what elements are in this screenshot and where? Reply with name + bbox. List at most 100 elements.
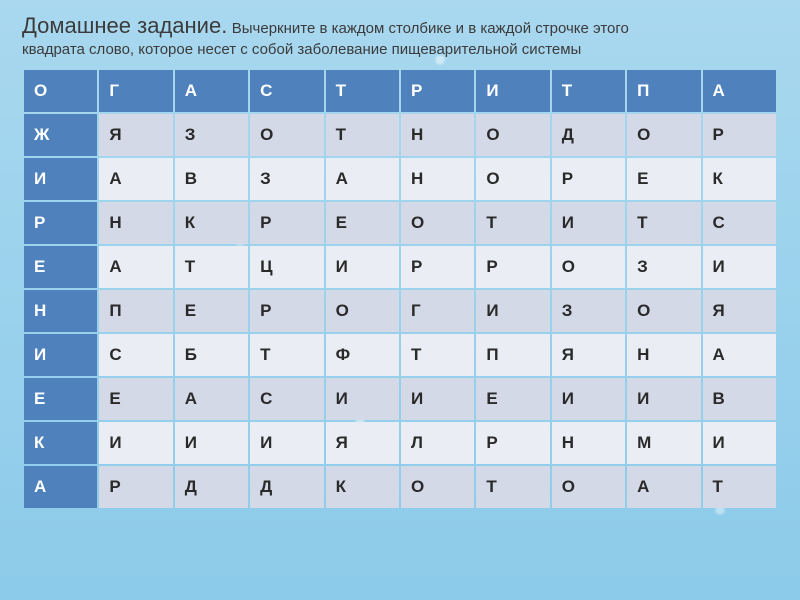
grid-cell: Е (99, 378, 172, 420)
grid-cell: Р (24, 202, 97, 244)
grid-cell: Р (250, 290, 323, 332)
grid-cell: С (99, 334, 172, 376)
grid-cell: Т (476, 466, 549, 508)
grid-cell: И (250, 422, 323, 464)
grid-cell: З (627, 246, 700, 288)
grid-body: ОГАСТРИТПАЖЯЗОТНОДОРИАВЗАНОРЕКРНКРЕОТИТС… (24, 70, 776, 508)
grid-cell: Г (99, 70, 172, 112)
title-main: Домашнее задание. (22, 13, 227, 38)
grid-cell: О (24, 70, 97, 112)
grid-cell: И (476, 290, 549, 332)
grid-cell: К (175, 202, 248, 244)
grid-cell: А (703, 334, 776, 376)
grid-cell: Ж (24, 114, 97, 156)
grid-cell: А (703, 70, 776, 112)
title-rest-2: квадрата слово, которое несет с собой за… (22, 41, 581, 58)
grid-cell: Д (250, 466, 323, 508)
grid-cell: Р (703, 114, 776, 156)
table-row: ИАВЗАНОРЕК (24, 158, 776, 200)
table-row: ЕАТЦИРРОЗИ (24, 246, 776, 288)
grid-cell: А (99, 158, 172, 200)
grid-cell: Я (326, 422, 399, 464)
grid-cell: Р (552, 158, 625, 200)
grid-cell: С (703, 202, 776, 244)
grid-cell: Т (476, 202, 549, 244)
grid-cell: О (552, 466, 625, 508)
table-row: ЖЯЗОТНОДОР (24, 114, 776, 156)
grid-cell: Е (24, 246, 97, 288)
grid-cell: О (552, 246, 625, 288)
grid-cell: В (175, 158, 248, 200)
table-row: ИСБТФТПЯНА (24, 334, 776, 376)
grid-cell: Б (175, 334, 248, 376)
grid-cell: Е (627, 158, 700, 200)
grid-cell: Р (401, 70, 474, 112)
grid-cell: Е (476, 378, 549, 420)
grid-cell: И (703, 422, 776, 464)
grid-cell: А (326, 158, 399, 200)
grid-cell: Е (326, 202, 399, 244)
grid-cell: П (99, 290, 172, 332)
grid-cell: И (24, 158, 97, 200)
grid-cell: Т (627, 202, 700, 244)
grid-cell: Ц (250, 246, 323, 288)
grid-cell: И (552, 202, 625, 244)
grid-cell: Г (401, 290, 474, 332)
grid-cell: Н (627, 334, 700, 376)
grid-cell: Н (552, 422, 625, 464)
grid-cell: И (552, 378, 625, 420)
grid-cell: А (175, 378, 248, 420)
grid-cell: И (627, 378, 700, 420)
grid-cell: О (401, 466, 474, 508)
grid-cell: Т (326, 70, 399, 112)
grid-cell: С (250, 70, 323, 112)
table-row: АРДДКОТОАТ (24, 466, 776, 508)
grid-cell: М (627, 422, 700, 464)
grid-cell: О (476, 158, 549, 200)
grid-cell: З (250, 158, 323, 200)
table-row: ОГАСТРИТПА (24, 70, 776, 112)
grid-cell: О (250, 114, 323, 156)
grid-cell: Т (552, 70, 625, 112)
letter-grid: ОГАСТРИТПАЖЯЗОТНОДОРИАВЗАНОРЕКРНКРЕОТИТС… (22, 68, 778, 510)
grid-cell: Ф (326, 334, 399, 376)
grid-cell: Н (401, 158, 474, 200)
grid-cell: В (703, 378, 776, 420)
assignment-title: Домашнее задание. Вычеркните в каждом ст… (22, 12, 778, 60)
grid-cell: Т (401, 334, 474, 376)
grid-cell: Н (401, 114, 474, 156)
grid-cell: Н (99, 202, 172, 244)
grid-cell: И (326, 246, 399, 288)
table-row: ЕЕАСИИЕИИВ (24, 378, 776, 420)
grid-cell: А (24, 466, 97, 508)
title-rest-1: Вычеркните в каждом столбике и в каждой … (232, 20, 629, 37)
grid-cell: О (326, 290, 399, 332)
grid-cell: П (627, 70, 700, 112)
table-row: РНКРЕОТИТС (24, 202, 776, 244)
grid-cell: О (476, 114, 549, 156)
grid-cell: Е (175, 290, 248, 332)
grid-cell: Я (99, 114, 172, 156)
grid-cell: Р (250, 202, 323, 244)
grid-cell: Я (703, 290, 776, 332)
table-row: КИИИЯЛРНМИ (24, 422, 776, 464)
grid-cell: З (552, 290, 625, 332)
grid-cell: Р (401, 246, 474, 288)
grid-cell: И (401, 378, 474, 420)
grid-cell: К (24, 422, 97, 464)
grid-cell: И (703, 246, 776, 288)
grid-cell: И (99, 422, 172, 464)
grid-cell: Р (476, 246, 549, 288)
grid-cell: А (99, 246, 172, 288)
grid-cell: Д (175, 466, 248, 508)
grid-cell: Т (250, 334, 323, 376)
grid-cell: О (627, 114, 700, 156)
grid-cell: Н (24, 290, 97, 332)
grid-cell: Е (24, 378, 97, 420)
grid-cell: С (250, 378, 323, 420)
grid-cell: О (627, 290, 700, 332)
grid-cell: Я (552, 334, 625, 376)
grid-cell: П (476, 334, 549, 376)
grid-cell: А (627, 466, 700, 508)
grid-cell: Р (99, 466, 172, 508)
